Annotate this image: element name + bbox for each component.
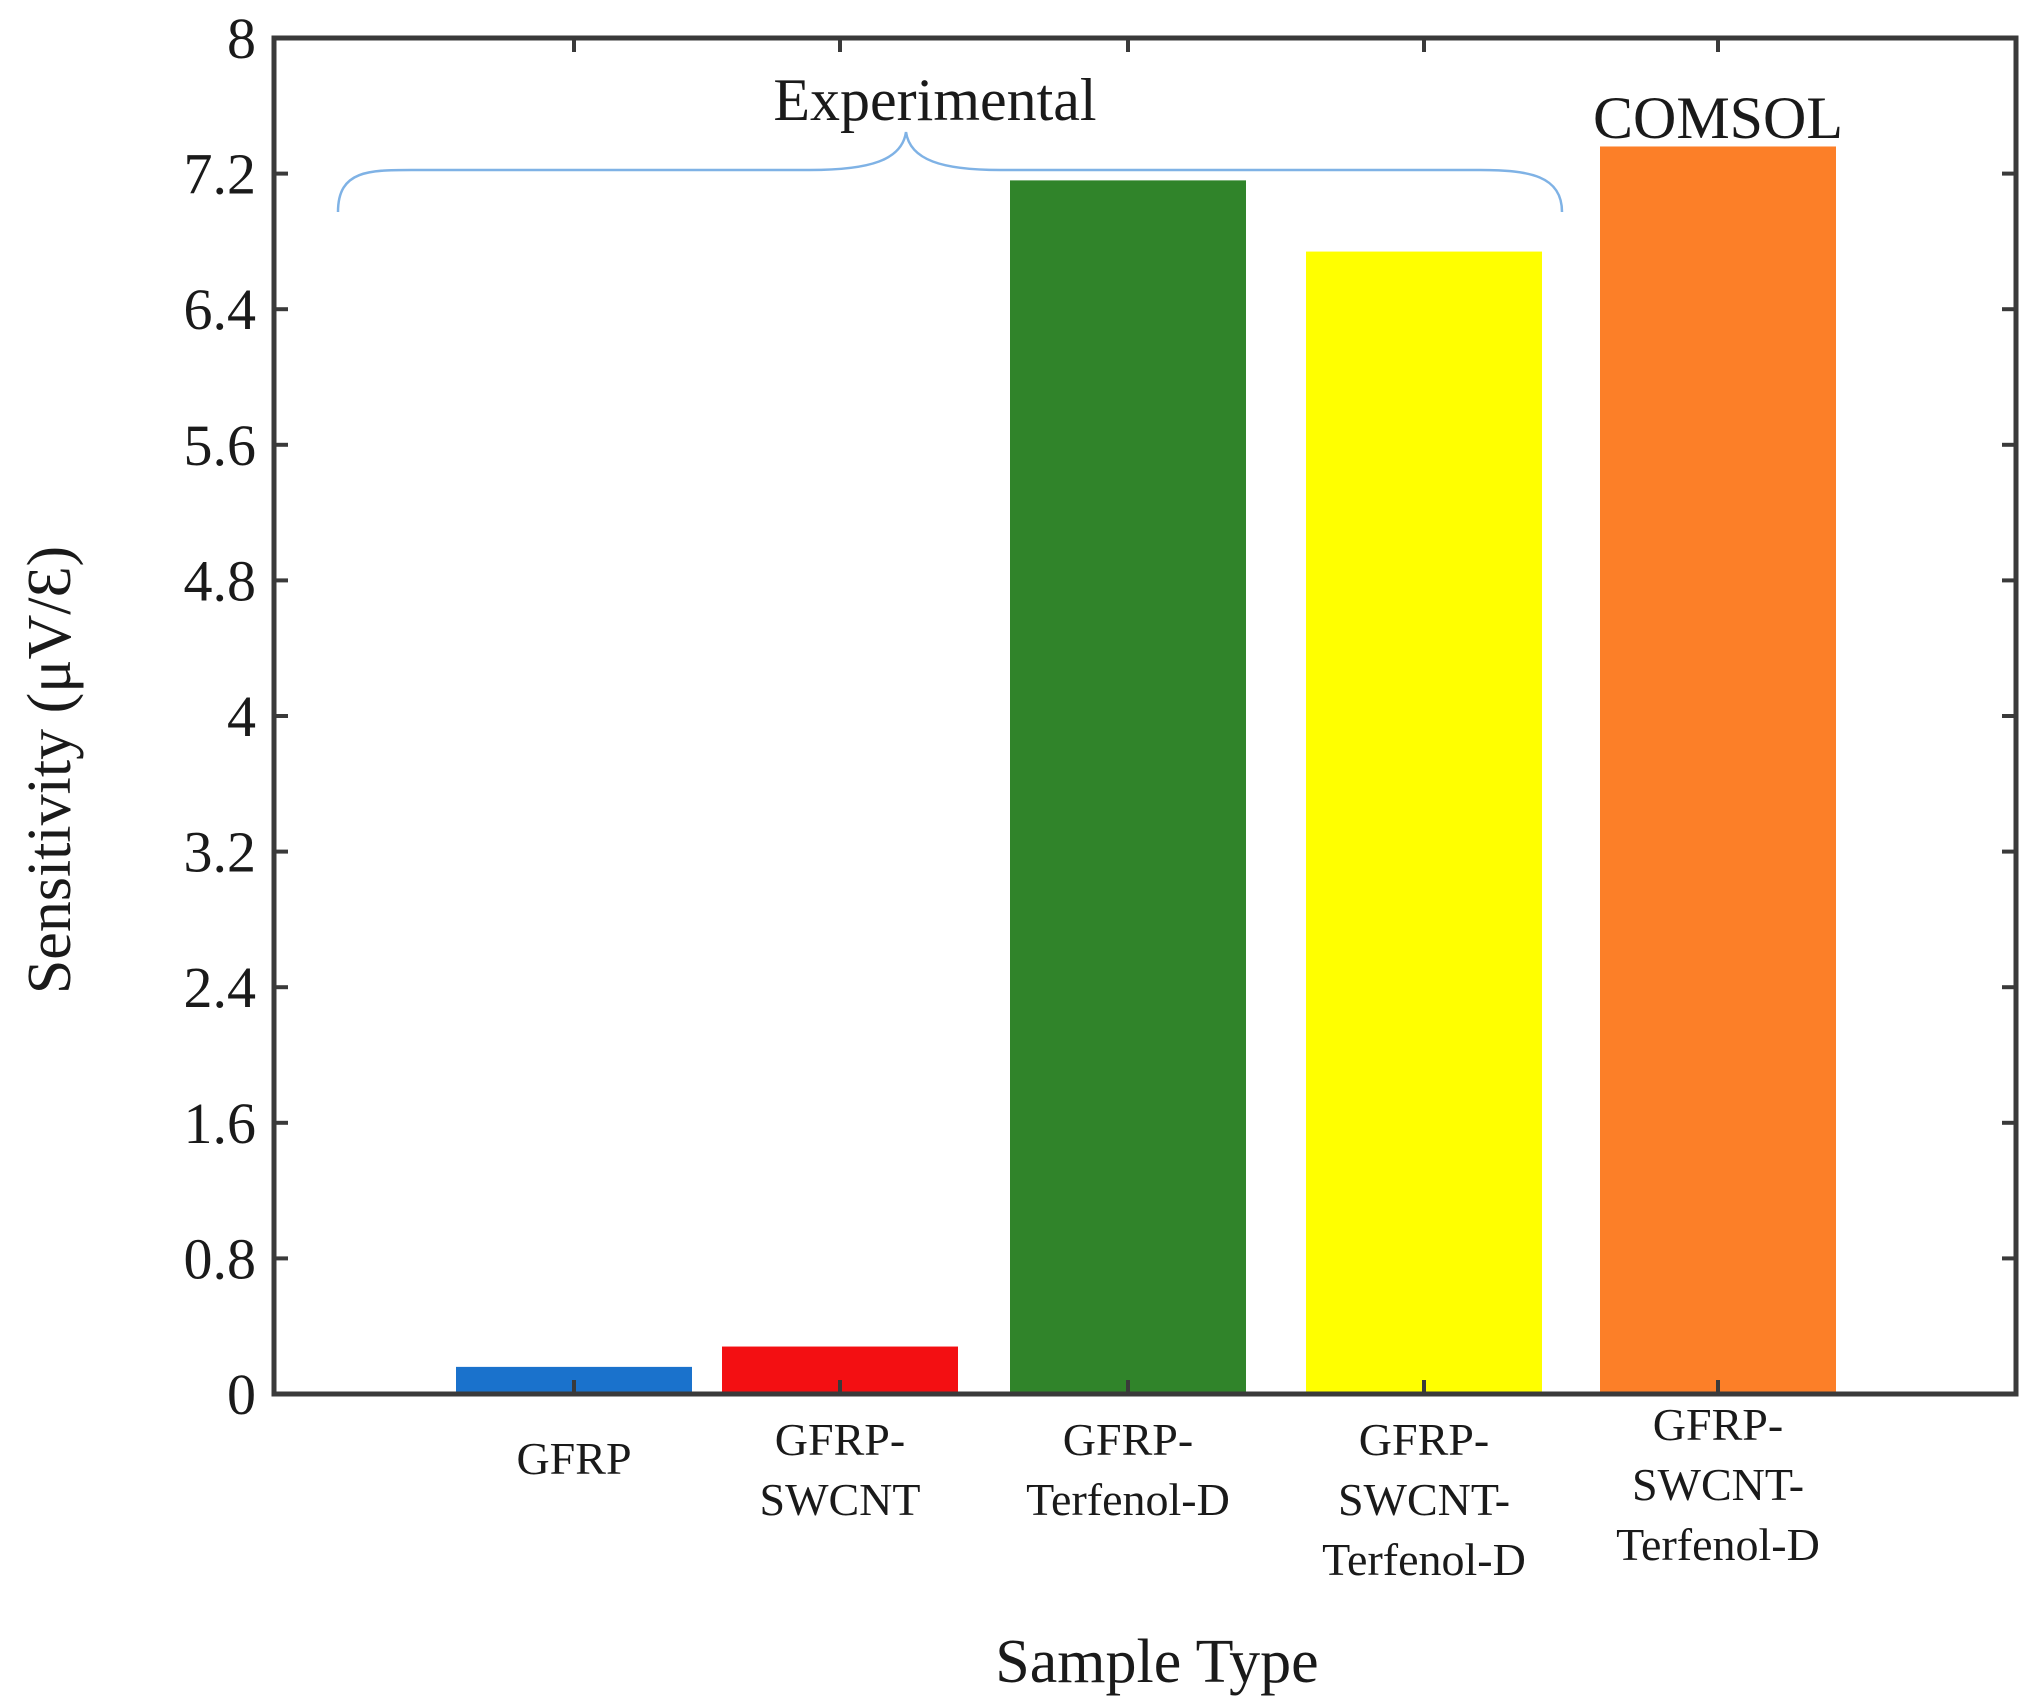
bar-4 bbox=[1306, 251, 1542, 1394]
x-tick-label-line: GFRP- bbox=[1063, 1414, 1193, 1465]
y-tick-labels: 0 0.8 1.6 2.4 3.2 4 4.8 5.6 6.4 7.2 8 bbox=[184, 6, 257, 1427]
y-tick-label: 8 bbox=[227, 6, 256, 71]
x-tick-label-line: GFRP bbox=[516, 1433, 631, 1484]
experimental-brace bbox=[336, 131, 1564, 213]
x-tick-label: GFRP- SWCNT- Terfenol-D bbox=[1616, 1399, 1820, 1570]
y-tick-label: 0.8 bbox=[184, 1226, 257, 1291]
x-tick-label: GFRP bbox=[516, 1433, 631, 1484]
bar-3 bbox=[1010, 180, 1246, 1394]
experimental-annotation: Experimental bbox=[773, 67, 1096, 133]
y-tick-label: 7.2 bbox=[184, 142, 257, 207]
bars-group bbox=[456, 146, 1836, 1395]
y-tick-label: 5.6 bbox=[184, 413, 257, 478]
x-tick-label-line: SWCNT bbox=[760, 1474, 921, 1525]
y-axis-label: Sensitivity (μV/Ɛ) bbox=[16, 546, 84, 994]
x-axis-label: Sample Type bbox=[995, 1628, 1318, 1696]
y-tick-label: 4 bbox=[227, 684, 256, 749]
x-tick-label-line: SWCNT- bbox=[1632, 1459, 1804, 1510]
y-tick-label: 6.4 bbox=[184, 277, 257, 342]
x-tick-label: GFRP- Terfenol-D bbox=[1026, 1414, 1230, 1525]
x-tick-label-line: GFRP- bbox=[1653, 1399, 1783, 1450]
x-tick-label-line: Terfenol-D bbox=[1026, 1474, 1230, 1525]
y-tick-label: 1.6 bbox=[184, 1091, 257, 1156]
x-tick-label-line: Terfenol-D bbox=[1322, 1534, 1526, 1585]
bar-5 bbox=[1600, 146, 1836, 1395]
y-tick-label: 0 bbox=[227, 1362, 256, 1427]
y-tick-label: 3.2 bbox=[184, 820, 257, 885]
x-tick-label-line: GFRP- bbox=[1359, 1414, 1489, 1465]
x-tick-labels: GFRP GFRP- SWCNT GFRP- Terfenol-D GFRP- SWCNT-… bbox=[516, 1399, 1819, 1585]
y-tick-label: 2.4 bbox=[184, 955, 257, 1020]
comsol-annotation: COMSOL bbox=[1593, 85, 1843, 151]
x-tick-label: GFRP- SWCNT- Terfenol-D bbox=[1322, 1414, 1526, 1585]
x-tick-label-line: SWCNT- bbox=[1338, 1474, 1510, 1525]
x-tick-label: GFRP- SWCNT bbox=[760, 1414, 921, 1525]
plot-frame bbox=[271, 35, 2019, 1397]
x-tick-label-line: GFRP- bbox=[775, 1414, 905, 1465]
y-tick-label: 4.8 bbox=[184, 548, 257, 613]
x-tick-label-line: Terfenol-D bbox=[1616, 1519, 1820, 1570]
